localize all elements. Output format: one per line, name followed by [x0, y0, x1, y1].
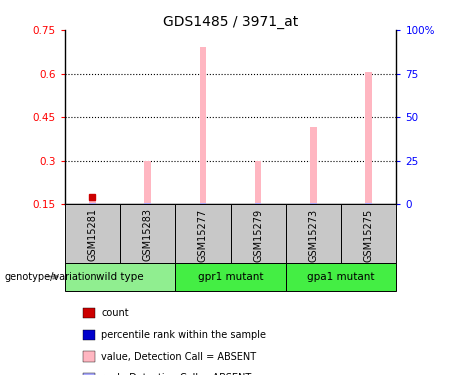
Text: GSM15283: GSM15283	[142, 209, 153, 261]
Text: value, Detection Call = ABSENT: value, Detection Call = ABSENT	[101, 352, 256, 362]
Bar	[144, 161, 151, 204]
Bar	[286, 204, 341, 262]
Bar	[144, 203, 151, 204]
Text: genotype/variation: genotype/variation	[5, 272, 97, 282]
Bar	[255, 203, 261, 204]
Bar	[89, 197, 95, 204]
Title: GDS1485 / 3971_at: GDS1485 / 3971_at	[163, 15, 298, 29]
Bar	[366, 203, 372, 204]
Bar	[200, 203, 206, 204]
Text: GSM15281: GSM15281	[87, 209, 97, 261]
Text: count: count	[101, 308, 129, 318]
Text: GSM15273: GSM15273	[308, 209, 319, 262]
Bar	[230, 204, 286, 262]
Text: gpr1 mutant: gpr1 mutant	[198, 272, 263, 282]
Bar	[120, 204, 175, 262]
Text: GSM15279: GSM15279	[253, 209, 263, 262]
Bar	[89, 203, 95, 204]
Bar	[310, 203, 317, 204]
Bar	[341, 204, 396, 262]
Bar	[286, 262, 396, 291]
Text: wild type: wild type	[96, 272, 144, 282]
Text: percentile rank within the sample: percentile rank within the sample	[101, 330, 266, 340]
Bar	[255, 161, 261, 204]
Bar	[310, 128, 317, 204]
Text: rank, Detection Call = ABSENT: rank, Detection Call = ABSENT	[101, 374, 252, 375]
Text: GSM15277: GSM15277	[198, 209, 208, 262]
Bar	[65, 262, 175, 291]
Bar	[65, 204, 120, 262]
Bar	[175, 204, 230, 262]
Text: GSM15275: GSM15275	[364, 209, 374, 262]
Bar	[366, 72, 372, 204]
Text: gpa1 mutant: gpa1 mutant	[307, 272, 375, 282]
Bar	[200, 48, 206, 204]
Bar	[175, 262, 286, 291]
